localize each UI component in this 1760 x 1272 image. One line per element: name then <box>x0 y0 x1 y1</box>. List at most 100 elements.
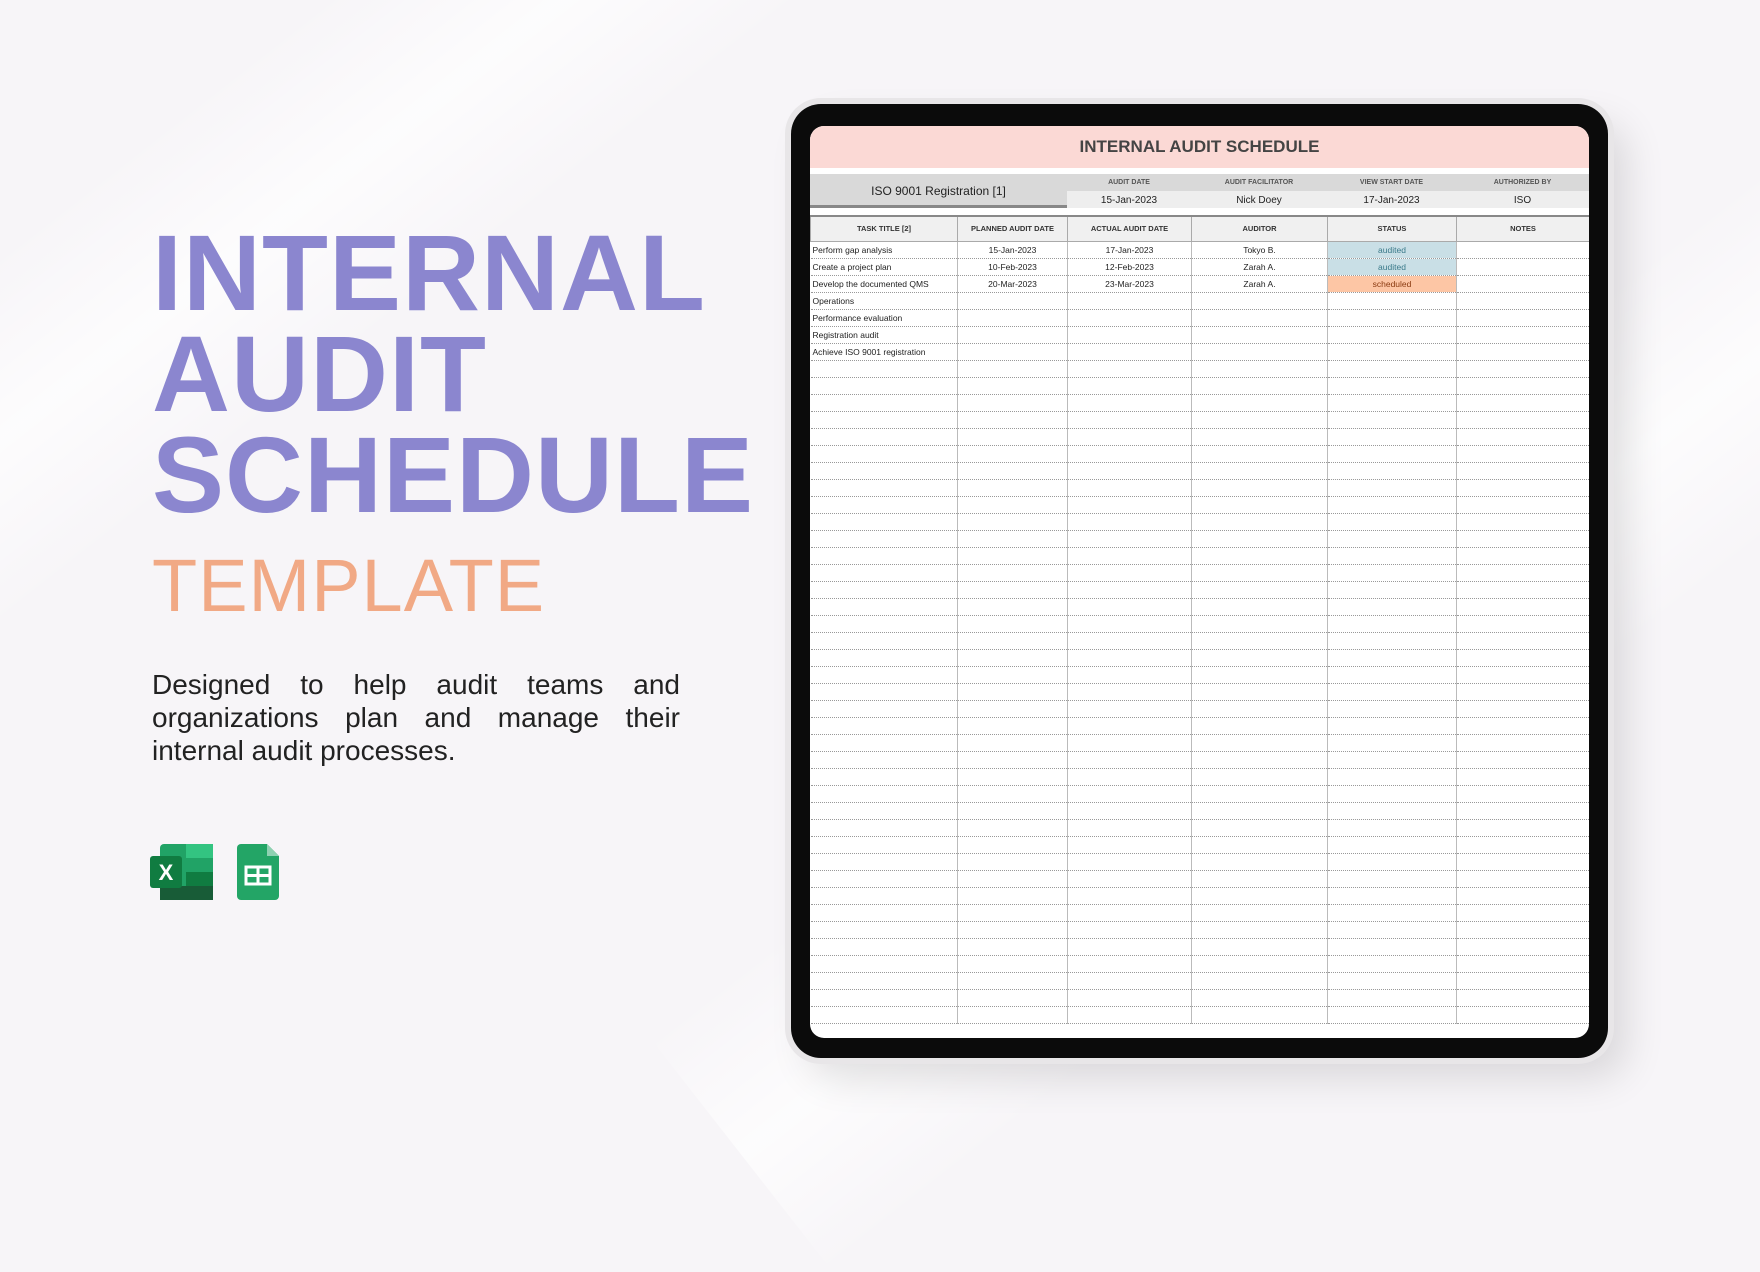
info-value[interactable]: Nick Doey <box>1191 191 1327 208</box>
table-cell[interactable] <box>1191 462 1328 480</box>
table-cell[interactable] <box>810 530 958 548</box>
table-cell[interactable]: audited <box>1327 241 1457 259</box>
table-cell[interactable] <box>1191 428 1328 446</box>
table-cell[interactable] <box>1456 241 1589 259</box>
table-cell[interactable] <box>1327 955 1457 973</box>
table-cell[interactable] <box>1191 700 1328 718</box>
table-cell[interactable] <box>1191 802 1328 820</box>
table-cell[interactable] <box>1191 972 1328 990</box>
table-cell[interactable] <box>1191 921 1328 939</box>
column-header[interactable]: PLANNED AUDIT DATE <box>957 215 1068 242</box>
table-cell[interactable] <box>957 938 1068 956</box>
table-cell[interactable] <box>810 632 958 650</box>
table-cell[interactable] <box>1327 615 1457 633</box>
table-cell[interactable] <box>1191 785 1328 803</box>
table-cell[interactable] <box>1456 428 1589 446</box>
table-cell[interactable] <box>957 870 1068 888</box>
table-cell[interactable] <box>1191 411 1328 429</box>
table-cell[interactable]: scheduled <box>1327 275 1457 293</box>
table-cell[interactable] <box>1456 360 1589 378</box>
table-cell[interactable] <box>957 972 1068 990</box>
column-header[interactable]: NOTES <box>1456 215 1589 242</box>
table-cell[interactable] <box>1191 683 1328 701</box>
table-cell[interactable] <box>1067 972 1192 990</box>
table-cell[interactable] <box>957 1006 1068 1024</box>
table-cell[interactable] <box>1067 360 1192 378</box>
table-cell[interactable] <box>1327 547 1457 565</box>
table-cell[interactable] <box>810 938 958 956</box>
table-cell[interactable] <box>1191 904 1328 922</box>
table-cell[interactable] <box>810 479 958 497</box>
table-cell[interactable] <box>810 683 958 701</box>
table-cell[interactable] <box>957 615 1068 633</box>
table-cell[interactable] <box>810 377 958 395</box>
table-cell[interactable] <box>810 547 958 565</box>
table-cell[interactable] <box>1067 343 1192 361</box>
table-cell[interactable] <box>957 768 1068 786</box>
table-cell[interactable] <box>1191 377 1328 395</box>
table-cell[interactable] <box>1327 717 1457 735</box>
table-cell[interactable] <box>1456 1006 1589 1024</box>
table-cell[interactable] <box>1191 479 1328 497</box>
table-cell[interactable] <box>1456 258 1589 276</box>
table-cell[interactable] <box>1067 683 1192 701</box>
table-cell[interactable] <box>1191 938 1328 956</box>
info-value[interactable]: 15-Jan-2023 <box>1067 191 1191 208</box>
table-cell[interactable] <box>1067 836 1192 854</box>
table-cell[interactable] <box>1456 564 1589 582</box>
table-cell[interactable] <box>1456 411 1589 429</box>
table-cell[interactable] <box>1191 870 1328 888</box>
table-cell[interactable] <box>1067 530 1192 548</box>
table-cell[interactable] <box>1067 394 1192 412</box>
table-cell[interactable] <box>1327 343 1457 361</box>
table-cell[interactable] <box>1456 972 1589 990</box>
table-cell[interactable] <box>810 955 958 973</box>
table-cell[interactable] <box>1456 479 1589 497</box>
table-cell[interactable] <box>1191 955 1328 973</box>
table-cell[interactable] <box>1067 649 1192 667</box>
table-cell[interactable] <box>1327 921 1457 939</box>
table-cell[interactable] <box>1327 496 1457 514</box>
table-cell[interactable] <box>1067 802 1192 820</box>
table-cell[interactable] <box>1327 428 1457 446</box>
table-cell[interactable] <box>810 411 958 429</box>
table-cell[interactable] <box>810 360 958 378</box>
table-cell[interactable] <box>1067 768 1192 786</box>
table-cell[interactable] <box>957 462 1068 480</box>
table-cell[interactable] <box>810 513 958 531</box>
table-cell[interactable]: Create a project plan <box>810 258 958 276</box>
table-cell[interactable] <box>1327 326 1457 344</box>
table-cell[interactable] <box>1191 564 1328 582</box>
table-cell[interactable]: Perform gap analysis <box>810 241 958 259</box>
table-cell[interactable] <box>1327 734 1457 752</box>
table-cell[interactable] <box>810 564 958 582</box>
info-value[interactable]: 17-Jan-2023 <box>1327 191 1456 208</box>
table-cell[interactable] <box>957 700 1068 718</box>
table-cell[interactable] <box>1456 394 1589 412</box>
table-cell[interactable] <box>1327 836 1457 854</box>
table-cell[interactable] <box>1191 751 1328 769</box>
table-cell[interactable] <box>810 836 958 854</box>
table-cell[interactable] <box>1456 785 1589 803</box>
table-cell[interactable] <box>810 921 958 939</box>
table-cell[interactable] <box>1456 292 1589 310</box>
table-cell[interactable]: Develop the documented QMS <box>810 275 958 293</box>
table-cell[interactable] <box>1327 768 1457 786</box>
table-cell[interactable] <box>810 853 958 871</box>
table-cell[interactable] <box>1456 836 1589 854</box>
table-cell[interactable] <box>1327 989 1457 1007</box>
column-header[interactable]: ACTUAL AUDIT DATE <box>1067 215 1192 242</box>
table-cell[interactable] <box>957 785 1068 803</box>
table-cell[interactable] <box>1456 513 1589 531</box>
table-cell[interactable] <box>810 751 958 769</box>
table-cell[interactable] <box>1067 309 1192 327</box>
table-cell[interactable] <box>1456 326 1589 344</box>
table-cell[interactable] <box>810 598 958 616</box>
table-cell[interactable] <box>810 700 958 718</box>
info-value[interactable]: ISO <box>1456 191 1589 208</box>
table-cell[interactable] <box>1191 343 1328 361</box>
table-cell[interactable] <box>1327 938 1457 956</box>
table-cell[interactable] <box>1191 530 1328 548</box>
table-cell[interactable] <box>1327 853 1457 871</box>
table-cell[interactable] <box>1067 547 1192 565</box>
